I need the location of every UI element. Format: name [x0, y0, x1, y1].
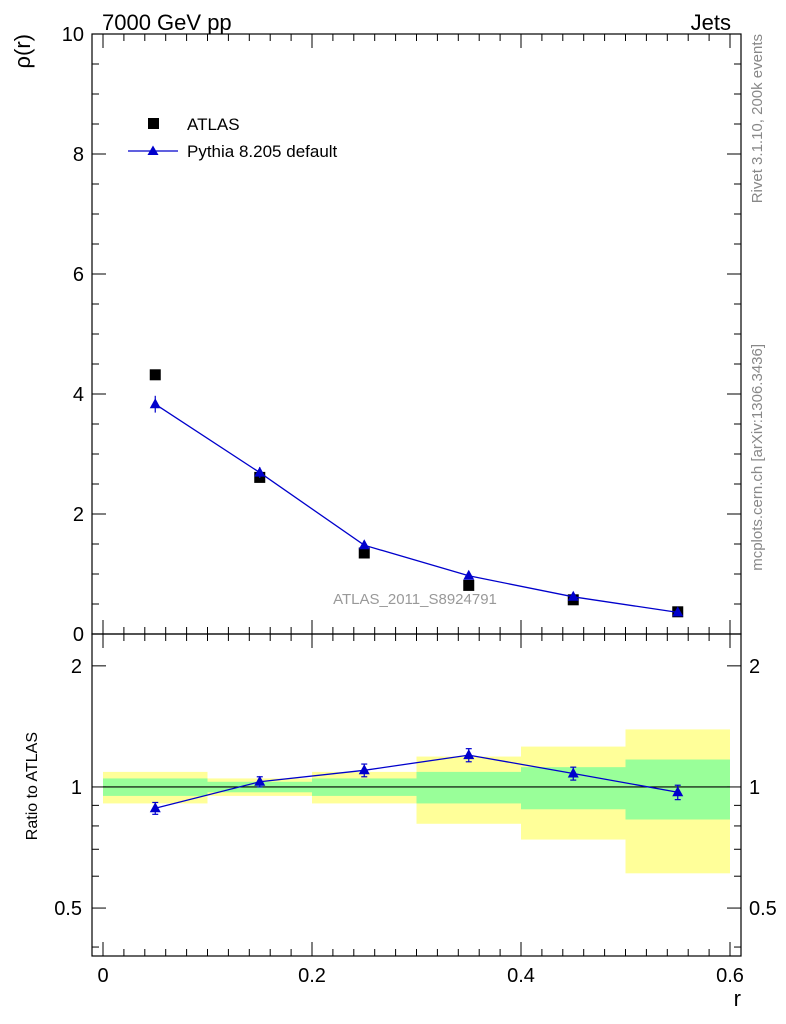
- ratio-data-point: [567, 767, 579, 778]
- ratio-y-tick-label-left: 1: [71, 777, 82, 799]
- mc-data-point: [567, 590, 579, 601]
- ratio-data-point: [358, 764, 370, 775]
- legend-mc-label: Pythia 8.205 default: [187, 142, 338, 161]
- header-left-label: 7000 GeV pp: [102, 10, 232, 35]
- ratio-data-point: [672, 786, 684, 797]
- main-y-tick-label: 8: [73, 144, 84, 166]
- atlas-data-point: [149, 369, 161, 381]
- main-y-axis-title: ρ(r): [10, 34, 35, 69]
- mc-data-point: [149, 398, 161, 409]
- ratio-y-tick-label-right: 2: [749, 656, 760, 678]
- main-y-tick-label: 0: [73, 624, 84, 646]
- mc-data-point: [463, 569, 475, 580]
- ratio-inner-band: [416, 771, 521, 804]
- legend-data-label: ATLAS: [187, 115, 240, 134]
- ratio-x-tick-label: 0.4: [507, 965, 535, 987]
- ratio-data-point: [254, 775, 266, 786]
- ratio-x-tick-label: 0.2: [298, 965, 326, 987]
- mc-series-line: [154, 403, 678, 614]
- mcplots-credit-label: mcplots.cern.ch [arXiv:1306.3436]: [749, 344, 766, 571]
- ratio-y-axis-title: Ratio to ATLAS: [24, 732, 41, 840]
- main-y-tick-label: 6: [73, 264, 84, 286]
- ratio-y-tick-label-right: 1: [749, 777, 760, 799]
- ratio-series-line: [155, 754, 678, 809]
- header-right-label: Jets: [691, 10, 731, 35]
- rivet-version-label: Rivet 3.1.10, 200k events: [749, 34, 766, 203]
- main-panel: 0 2 4 6 8 10: [62, 24, 742, 646]
- atlas-data-point: [358, 547, 370, 559]
- ratio-y-tick-label-left: 2: [71, 656, 82, 678]
- main-y-tick-label: 2: [73, 504, 84, 526]
- ratio-data-point: [463, 749, 475, 760]
- legend-data-marker: [148, 118, 159, 129]
- mc-data-point: [358, 539, 370, 550]
- ratio-data-point: [149, 802, 161, 813]
- ratio-x-tick-label: 0: [97, 965, 108, 987]
- ratio-panel: 0 0.2 0.4 0.6 0.5 0.5 1 1 2 2: [54, 633, 777, 987]
- mc-data-point: [672, 606, 684, 617]
- analysis-id-label: ATLAS_2011_S8924791: [333, 591, 497, 608]
- ratio-y-tick-label-right: 0.5: [749, 898, 777, 920]
- main-y-tick-label: 4: [73, 384, 84, 406]
- mc-data-point: [254, 466, 266, 477]
- ratio-y-tick-label-left: 0.5: [54, 898, 82, 920]
- legend: ATLAS Pythia 8.205 default: [128, 115, 338, 161]
- legend-mc-marker: [147, 145, 159, 155]
- x-axis-title: r: [734, 986, 741, 1011]
- atlas-data-point: [463, 579, 475, 591]
- ratio-x-tick-label: 0.6: [716, 965, 744, 987]
- main-y-tick-label: 10: [62, 24, 84, 46]
